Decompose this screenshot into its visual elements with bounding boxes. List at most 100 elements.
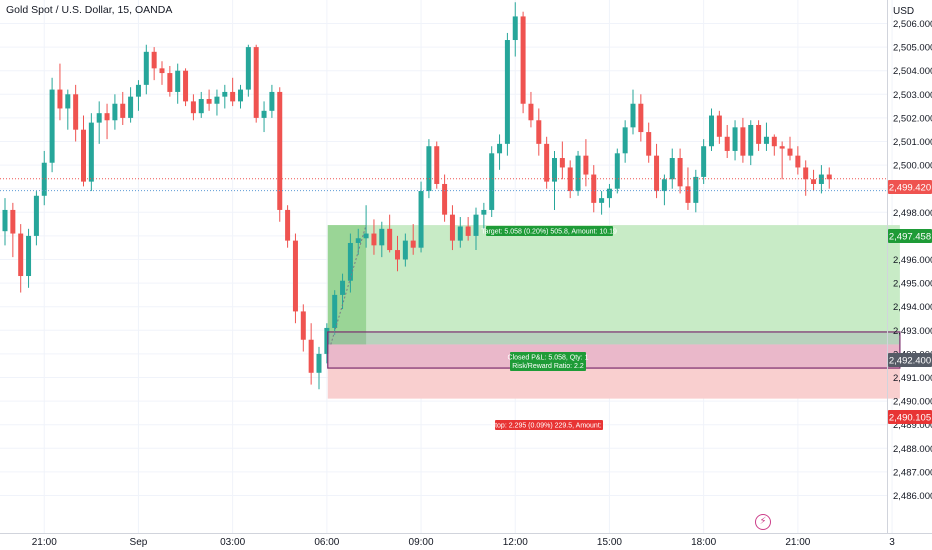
candle-body — [340, 280, 346, 295]
candle-body — [190, 101, 196, 114]
candle-body — [583, 155, 589, 175]
price-tick-label: 2,501.000 — [893, 137, 932, 148]
candle-body — [402, 240, 408, 260]
candle-body — [88, 122, 94, 182]
candle-body — [300, 311, 306, 340]
price-tick-label: 2,487.000 — [893, 467, 932, 478]
time-tick-label: 06:00 — [314, 537, 339, 548]
candle-body — [26, 235, 32, 277]
candle-body — [18, 233, 24, 277]
candle-body — [2, 209, 8, 232]
time-tick-label: 21:00 — [785, 537, 810, 548]
stop-label: Stop: 2.295 (0.09%) 229.5, Amount: 0 — [490, 423, 607, 430]
risk-reward-label: Risk/Reward Ratio: 2.2 — [512, 363, 584, 370]
candle-body — [395, 250, 400, 260]
candle-body — [630, 103, 636, 128]
candle-body — [104, 113, 110, 121]
candle-body — [763, 136, 769, 144]
candle-body — [73, 94, 79, 130]
candle-body — [285, 209, 291, 241]
closed-box-lower — [327, 344, 900, 369]
candle-body — [552, 158, 557, 182]
candle-body — [183, 70, 189, 102]
price-axis[interactable] — [0, 0, 932, 534]
lightning-bolt-icon[interactable]: ⚡ — [755, 514, 771, 530]
candle-body — [528, 103, 534, 121]
candle-body — [222, 91, 228, 97]
candle-body — [481, 209, 487, 215]
candle-body — [756, 124, 762, 144]
candle-body — [465, 226, 471, 236]
price-tick-label: 2,486.000 — [893, 491, 932, 502]
time-axis-labels: 21:00 Sep 03:00 06:00 09:00 12:00 15:00 18:00 21… — [32, 537, 896, 548]
candle-body — [238, 89, 243, 102]
candle-body — [269, 91, 275, 111]
candle-body — [779, 146, 785, 149]
entry-price-tag: 2,492.400 — [889, 356, 931, 367]
candle-body — [606, 188, 612, 199]
candle-body — [724, 136, 730, 151]
time-tick-label: 12:00 — [503, 537, 528, 548]
candle-body — [622, 127, 628, 154]
candle-body — [355, 238, 361, 243]
candle-body — [614, 153, 620, 189]
candle-body — [347, 242, 353, 281]
candle-body — [646, 132, 652, 156]
candle-body — [57, 89, 63, 109]
candle-body — [418, 191, 424, 248]
candle-body — [489, 153, 495, 210]
candle-body — [332, 294, 338, 328]
candle-body — [434, 146, 440, 184]
candle-body — [81, 129, 86, 182]
target-price-tag: 2,497.458 — [889, 232, 931, 243]
candle-body — [544, 143, 550, 182]
candle-body — [206, 99, 212, 104]
candle-body — [740, 127, 746, 156]
candle-body — [10, 209, 16, 234]
candle-body — [245, 47, 251, 90]
price-tick-label: 2,494.000 — [893, 302, 932, 313]
candle-body — [151, 51, 157, 69]
time-tick-label: 03:00 — [220, 537, 245, 548]
candle-body — [112, 103, 118, 121]
price-tick-label: 2,502.000 — [893, 113, 932, 124]
candle-body — [363, 233, 369, 239]
candle-body — [33, 195, 39, 236]
closed-box-outline — [327, 331, 901, 369]
last-price-tag: 2,499.420 — [889, 183, 931, 194]
time-tick-label: 15:00 — [597, 537, 622, 548]
time-tick-label: Sep — [130, 537, 148, 548]
price-tick-label: 2,495.000 — [893, 279, 932, 290]
candle-body — [387, 228, 393, 251]
candle-body — [803, 167, 809, 180]
chart-title: Gold Spot / U.S. Dollar, 15, OANDA — [6, 4, 173, 16]
closed-label-bg — [510, 352, 586, 371]
price-tick-label: 2,505.000 — [893, 43, 932, 54]
candle-body — [795, 155, 801, 168]
candle-body — [128, 96, 134, 118]
target-price-tag-bg — [888, 229, 932, 243]
candle-body — [230, 91, 236, 102]
price-tick-label: 2,493.000 — [893, 326, 932, 337]
candle-body — [575, 155, 581, 192]
candle-body — [504, 40, 510, 144]
price-tick-label: 2,506.000 — [893, 19, 932, 30]
candle-body — [559, 158, 565, 168]
candle-body — [410, 240, 416, 248]
candle-body — [693, 176, 699, 203]
candle-body — [716, 115, 722, 137]
stop-label-bg — [495, 420, 603, 430]
candle-body — [497, 143, 503, 154]
candle-body — [591, 174, 597, 203]
price-tick-label: 2,503.000 — [893, 90, 932, 101]
price-tick-label: 2,500.000 — [893, 161, 932, 172]
candle-body — [787, 148, 793, 156]
price-tick-label: 2,491.000 — [893, 373, 932, 384]
time-tick-label: 3 — [889, 537, 895, 548]
time-tick-label: 21:00 — [32, 537, 57, 548]
candle-body — [426, 146, 432, 192]
currency-label[interactable]: USD — [893, 6, 915, 17]
trade-path-line — [330, 224, 367, 345]
target-label-bg — [486, 226, 613, 236]
